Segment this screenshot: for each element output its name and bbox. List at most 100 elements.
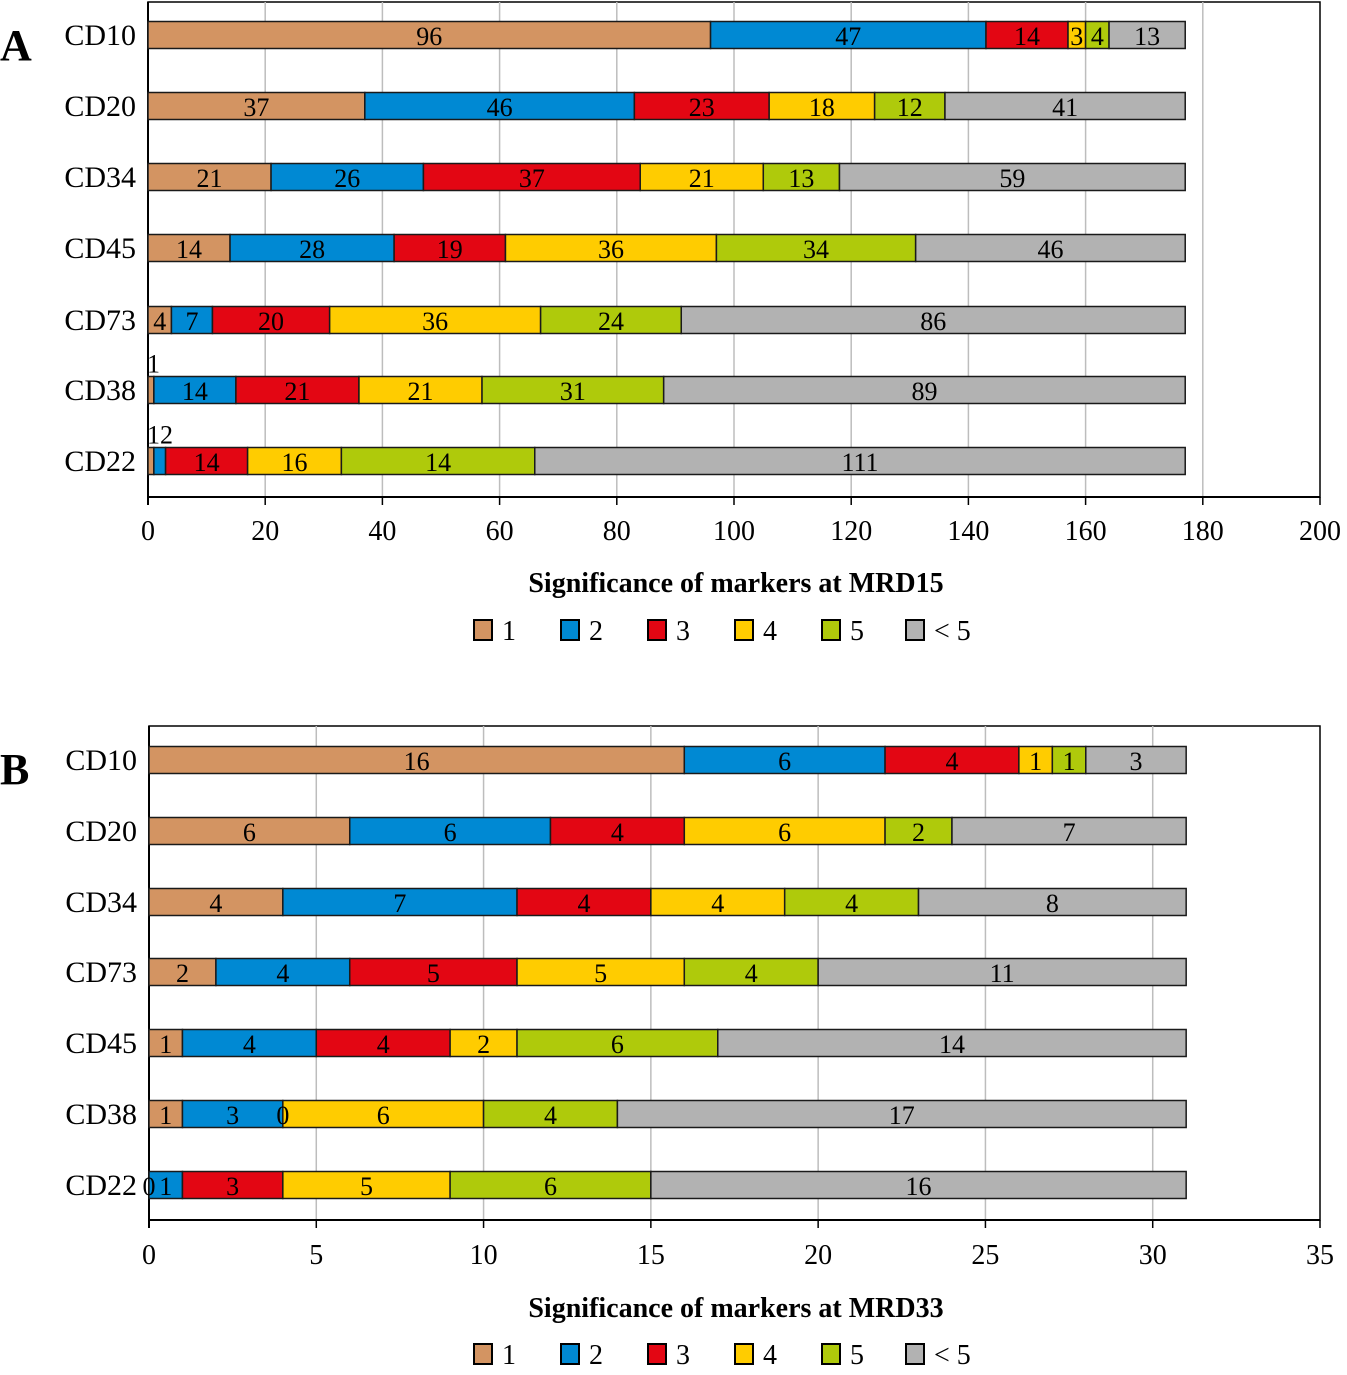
bar-segment-lt5 xyxy=(680,305,1186,335)
bar-segment-1 xyxy=(147,233,231,263)
bar-segment-1 xyxy=(147,20,712,50)
x-tick-label: 0 xyxy=(141,516,155,547)
bar-segment-lt5 xyxy=(662,375,1186,405)
legend-swatch-4 xyxy=(734,619,754,641)
data-label: 4 xyxy=(276,959,289,988)
x-tick-label: 180 xyxy=(1182,516,1224,547)
legend-swatch-5 xyxy=(821,1343,841,1365)
data-label: 1 xyxy=(159,1101,172,1130)
data-label: 14 xyxy=(182,377,208,406)
data-label: 8 xyxy=(1046,889,1059,918)
data-label: 1 xyxy=(159,1172,172,1201)
bar-segment-lt5 xyxy=(616,1099,1187,1129)
data-label: 2 xyxy=(176,959,189,988)
data-label: 4 xyxy=(945,747,958,776)
data-label: 31 xyxy=(560,377,586,406)
data-label: 3 xyxy=(1129,747,1142,776)
data-label: 3 xyxy=(1070,22,1083,51)
data-label: 36 xyxy=(422,307,448,336)
bar-segment-lt5 xyxy=(944,91,1186,121)
category-label: CD34 xyxy=(64,161,136,194)
data-label: 21 xyxy=(197,164,223,193)
category-label: CD22 xyxy=(64,445,136,478)
category-label: CD73 xyxy=(65,956,137,989)
bar-segment-5 xyxy=(516,1028,719,1058)
data-label: 0 xyxy=(143,1172,156,1201)
data-label: 47 xyxy=(835,22,861,51)
category-label: CD73 xyxy=(64,304,136,337)
bar-segment-4 xyxy=(683,816,886,846)
data-label: 28 xyxy=(299,235,325,264)
legend-label: 1 xyxy=(502,616,516,647)
data-label: 18 xyxy=(809,93,835,122)
bar-segment-5 xyxy=(783,887,920,917)
x-tick-label: 15 xyxy=(637,1240,665,1271)
bar-segment-lt5 xyxy=(1085,745,1187,775)
legend-label: 5 xyxy=(850,1340,864,1371)
data-label: 5 xyxy=(360,1172,373,1201)
legend-label: 2 xyxy=(589,1340,603,1371)
data-label: 13 xyxy=(788,164,814,193)
category-label: CD20 xyxy=(65,815,137,848)
legend-swatch-lt5 xyxy=(905,1343,925,1365)
category-label: CD10 xyxy=(64,19,136,52)
data-label: 6 xyxy=(377,1101,390,1130)
data-label: 3 xyxy=(226,1101,239,1130)
bar-segment-3 xyxy=(516,887,652,917)
data-label: 16 xyxy=(404,747,430,776)
data-label: 21 xyxy=(689,164,715,193)
data-label: 1 xyxy=(1029,747,1042,776)
x-tick-label: 30 xyxy=(1139,1240,1167,1271)
data-label: 4 xyxy=(611,818,624,847)
data-label: 6 xyxy=(778,747,791,776)
bar-segment-2 xyxy=(181,1099,284,1129)
x-tick-label: 25 xyxy=(971,1240,999,1271)
bar-segment-lt5 xyxy=(817,957,1187,987)
x-tick-label: 100 xyxy=(713,516,755,547)
data-label: 6 xyxy=(778,818,791,847)
legend-label: 3 xyxy=(676,616,690,647)
data-label: 59 xyxy=(999,164,1025,193)
category-label: CD22 xyxy=(65,1169,137,1202)
data-label: 37 xyxy=(243,93,269,122)
bar-segment-1 xyxy=(147,91,366,121)
data-label: 6 xyxy=(544,1172,557,1201)
data-label: 20 xyxy=(258,307,284,336)
bar-segment-4 xyxy=(650,887,786,917)
data-label: 86 xyxy=(920,307,946,336)
x-tick-label: 120 xyxy=(830,516,872,547)
data-label: 1 xyxy=(1063,747,1076,776)
data-label: 0 xyxy=(276,1101,289,1130)
legend-label: 2 xyxy=(589,616,603,647)
category-label: CD38 xyxy=(65,1098,137,1131)
data-label: 4 xyxy=(209,889,222,918)
legend-swatch-5 xyxy=(821,619,841,641)
data-label: 26 xyxy=(334,164,360,193)
data-label: 14 xyxy=(194,448,220,477)
legend-swatch-lt5 xyxy=(905,619,925,641)
data-label: 4 xyxy=(1091,22,1104,51)
bar-segment-2 xyxy=(153,375,237,405)
legend-swatch-2 xyxy=(560,1343,580,1365)
x-tick-label: 35 xyxy=(1306,1240,1334,1271)
legend-label: 5 xyxy=(850,616,864,647)
data-label: 5 xyxy=(594,959,607,988)
bar-segment-1 xyxy=(148,1028,184,1058)
legend-label: 1 xyxy=(502,1340,516,1371)
data-label: 6 xyxy=(243,818,256,847)
category-label: CD45 xyxy=(64,232,136,265)
bar-segment-lt5 xyxy=(838,162,1186,192)
data-label: 96 xyxy=(416,22,442,51)
data-label: 46 xyxy=(1037,235,1063,264)
bar-segment-4 xyxy=(639,162,765,192)
data-label: 23 xyxy=(689,93,715,122)
bar-segment-3 xyxy=(393,233,507,263)
bar-segment-5 xyxy=(873,91,946,121)
bar-segment-1 xyxy=(148,1099,184,1129)
x-axis-title-a: Significance of markers at MRD15 xyxy=(528,568,943,599)
legend-swatch-2 xyxy=(560,619,580,641)
data-label: 7 xyxy=(185,307,198,336)
bar-segment-4 xyxy=(282,1170,451,1200)
legend-swatch-4 xyxy=(734,1343,754,1365)
data-label: 4 xyxy=(745,959,758,988)
